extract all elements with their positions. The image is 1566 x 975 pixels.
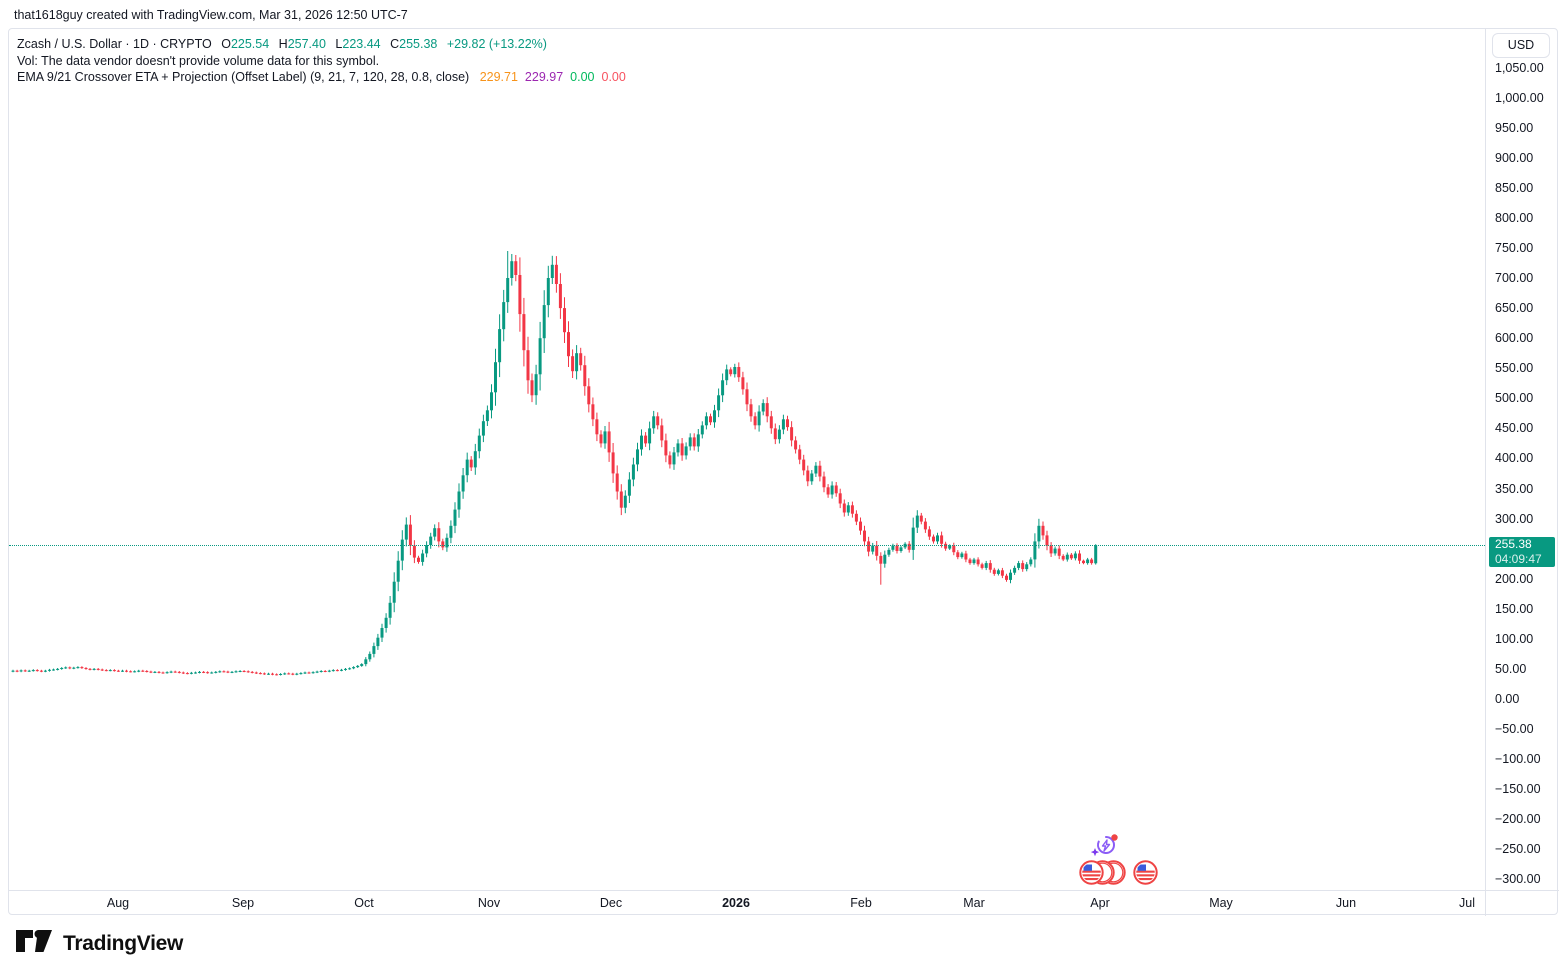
legend-volume-row[interactable]: Vol: The data vendor doesn't provide vol…: [17, 53, 626, 70]
time-tick-aug: Aug: [106, 896, 130, 910]
last-price-label: 255.38 04:09:47: [1489, 537, 1555, 568]
price-tick: 950.00: [1495, 120, 1534, 135]
price-tick: −150.00: [1495, 782, 1541, 797]
attribution-text: that1618guy created with TradingView.com…: [14, 8, 408, 22]
price-tick: 500.00: [1495, 391, 1534, 406]
time-tick-nov: Nov: [477, 896, 501, 910]
close-label: C: [390, 37, 400, 51]
price-tick: 1,000.00: [1495, 90, 1544, 105]
refresh-bolt-badge-icon[interactable]: [1090, 833, 1119, 864]
price-tick: 50.00: [1495, 661, 1527, 676]
price-tick: −200.00: [1495, 812, 1541, 827]
time-tick-dec: Dec: [599, 896, 623, 910]
indicator-title: EMA 9/21 Crossover ETA + Projection (Off…: [17, 70, 470, 84]
indicator-value: 229.97: [524, 70, 564, 84]
price-tick: 450.00: [1495, 421, 1534, 436]
time-tick-may: May: [1209, 896, 1233, 910]
time-axis-separator: [9, 890, 1559, 891]
tradingview-logo-text[interactable]: TradingView: [63, 931, 184, 955]
chart-plot-area[interactable]: Zcash / U.S. Dollar · 1D · CRYPTO O225.5…: [9, 29, 1485, 890]
indicator-value: 0.00: [570, 70, 595, 84]
price-tick: 0.00: [1495, 692, 1520, 706]
price-tick: 600.00: [1495, 331, 1534, 346]
price-tick: 100.00: [1495, 631, 1534, 646]
price-tick: 300.00: [1495, 511, 1534, 526]
currency-button[interactable]: USD: [1492, 33, 1550, 58]
price-tick: −100.00: [1495, 752, 1541, 767]
price-tick: −50.00: [1495, 722, 1534, 737]
price-tick: 350.00: [1495, 481, 1534, 496]
time-tick-2026: 2026: [722, 896, 750, 910]
close-value: 255.38: [399, 37, 438, 51]
low-value: 223.44: [342, 37, 381, 51]
footer: TradingView: [14, 926, 183, 961]
price-tick: 800.00: [1495, 210, 1534, 225]
open-value: 225.54: [230, 37, 270, 51]
time-tick-feb: Feb: [850, 896, 872, 910]
legend-symbol-row[interactable]: Zcash / U.S. Dollar · 1D · CRYPTO O225.5…: [17, 36, 626, 53]
indicator-value: 0.00: [601, 70, 626, 84]
low-label: L: [335, 37, 343, 51]
indicator-values: 229.71 229.97 0.00 0.00: [473, 70, 626, 84]
time-tick-jul: Jul: [1459, 896, 1475, 910]
price-tick: −250.00: [1495, 842, 1541, 857]
chart-widget: Zcash / U.S. Dollar · 1D · CRYPTO O225.5…: [8, 28, 1559, 916]
price-tick: 550.00: [1495, 361, 1534, 376]
time-tick-sep: Sep: [231, 896, 255, 910]
time-tick-apr: Apr: [1090, 896, 1110, 910]
us-flag-coin-icon[interactable]: [1079, 860, 1104, 890]
time-axis[interactable]: Aug Sep Oct Nov Dec 2026 Feb Mar Apr May Jun Jul: [9, 891, 1559, 916]
price-tick: 650.00: [1495, 301, 1534, 316]
high-value: 257.40: [287, 37, 326, 51]
price-tick: 700.00: [1495, 271, 1534, 285]
price-tick: 400.00: [1495, 451, 1534, 466]
last-price-value: 255.38: [1495, 537, 1532, 552]
open-label: O: [221, 37, 231, 51]
price-tick: 1,050.00: [1495, 60, 1544, 75]
indicator-value: 229.71: [479, 70, 518, 84]
event-markers[interactable]: [1075, 833, 1185, 889]
bar-countdown: 04:09:47: [1495, 552, 1542, 567]
price-tick: 750.00: [1495, 240, 1534, 255]
change-value: +29.82 (+13.22%): [446, 37, 547, 51]
tradingview-logo-icon[interactable]: [14, 926, 54, 961]
time-tick-jun: Jun: [1335, 896, 1357, 910]
legend: Zcash / U.S. Dollar · 1D · CRYPTO O225.5…: [17, 36, 626, 86]
symbol-title: Zcash / U.S. Dollar · 1D · CRYPTO: [17, 37, 212, 51]
price-tick: 150.00: [1495, 601, 1534, 616]
price-axis-separator: [1485, 29, 1486, 916]
legend-indicator-row[interactable]: EMA 9/21 Crossover ETA + Projection (Off…: [17, 69, 626, 86]
candlestick-series: [11, 251, 1098, 676]
price-tick: −300.00: [1495, 872, 1541, 887]
price-tick: 900.00: [1495, 150, 1534, 165]
price-tick: 850.00: [1495, 180, 1534, 195]
price-axis[interactable]: USD 1,050.00 1,000.00 950.00 900.00 850.00 80…: [1486, 29, 1559, 890]
time-tick-mar: Mar: [963, 896, 985, 910]
last-price-line: [9, 545, 1485, 547]
high-label: H: [278, 37, 288, 51]
time-tick-oct: Oct: [354, 896, 374, 910]
us-flag-coin-icon[interactable]: [1133, 860, 1158, 890]
volume-note: Vol: The data vendor doesn't provide vol…: [17, 53, 380, 68]
price-tick: 200.00: [1495, 571, 1534, 586]
